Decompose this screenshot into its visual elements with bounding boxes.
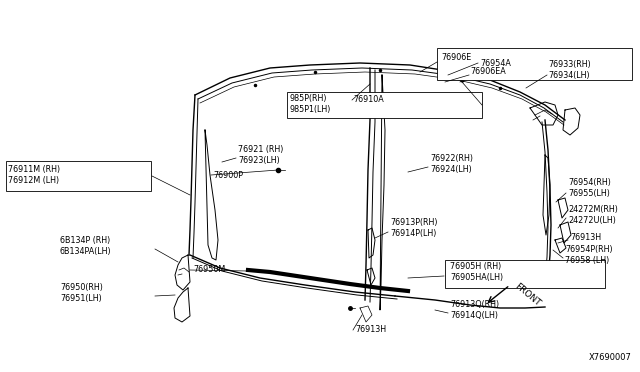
Text: 985P(RH)
985P1(LH): 985P(RH) 985P1(LH)	[290, 94, 332, 114]
Text: 76922(RH)
76924(LH): 76922(RH) 76924(LH)	[430, 154, 473, 174]
Text: 76910A: 76910A	[353, 96, 384, 105]
Text: 76950M: 76950M	[193, 266, 225, 275]
Text: 76913H: 76913H	[570, 234, 601, 243]
Text: 76906E: 76906E	[441, 54, 471, 62]
Text: 76950(RH)
76951(LH): 76950(RH) 76951(LH)	[60, 283, 103, 303]
Text: 76933(RH)
76934(LH): 76933(RH) 76934(LH)	[548, 60, 591, 80]
Text: 76954A: 76954A	[480, 58, 511, 67]
Text: 76954(RH)
76955(LH): 76954(RH) 76955(LH)	[568, 178, 611, 198]
Bar	[445, 260, 605, 288]
Text: 76954P(RH)
76958 (LH): 76954P(RH) 76958 (LH)	[565, 245, 612, 265]
Text: 76913H: 76913H	[355, 326, 386, 334]
Text: X7690007: X7690007	[589, 353, 632, 362]
Text: 76913P(RH)
76914P(LH): 76913P(RH) 76914P(LH)	[390, 218, 438, 238]
Bar	[6, 161, 151, 191]
Text: FRONT: FRONT	[513, 282, 542, 308]
Text: 76905H (RH)
76905HA(LH): 76905H (RH) 76905HA(LH)	[450, 262, 503, 282]
Text: 76900P: 76900P	[213, 170, 243, 180]
Text: 76911M (RH)
76912M (LH): 76911M (RH) 76912M (LH)	[8, 165, 60, 185]
Bar	[287, 92, 482, 118]
Text: 76906EA: 76906EA	[470, 67, 506, 77]
Text: 76913Q(RH)
76914Q(LH): 76913Q(RH) 76914Q(LH)	[450, 300, 499, 320]
Text: 76921 (RH)
76923(LH): 76921 (RH) 76923(LH)	[238, 145, 284, 165]
Text: 6B134P (RH)
6B134PA(LH): 6B134P (RH) 6B134PA(LH)	[60, 236, 111, 256]
Bar	[437, 48, 632, 80]
Text: 24272M(RH)
24272U(LH): 24272M(RH) 24272U(LH)	[568, 205, 618, 225]
